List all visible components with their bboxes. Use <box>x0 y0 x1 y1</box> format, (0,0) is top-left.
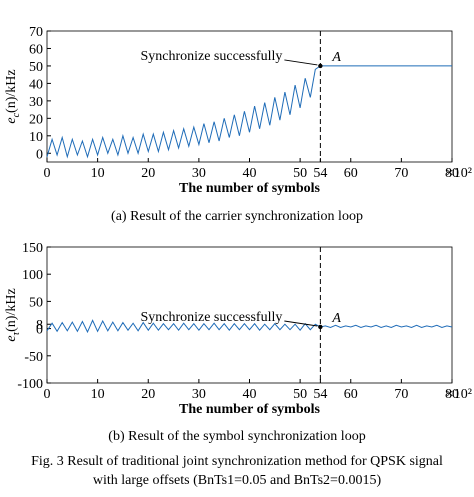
y-tick-label: 8 <box>36 318 43 333</box>
y-tick-label: 40 <box>29 77 43 92</box>
x-tick-label: 80 <box>445 166 459 181</box>
annotation-arrow <box>284 320 318 327</box>
y-tick-label: -50 <box>24 350 43 365</box>
y-tick-label: 0 <box>36 323 43 338</box>
x-tick-label: 60 <box>344 166 358 181</box>
figure-caption: Fig. 3 Result of traditional joint synch… <box>31 454 443 469</box>
y-axis-label: ec(n)/kHz <box>4 69 22 123</box>
point-label: A <box>331 311 341 326</box>
figure-caption: with large offsets (BnTs1=0.05 and BnTs2… <box>93 473 382 488</box>
y-tick-label: 150 <box>22 241 43 256</box>
y-axis-label: eτ(n)/kHz <box>4 288 22 341</box>
x-scale: ×10² <box>446 387 472 402</box>
x-tick-label: 54 <box>313 166 327 181</box>
annotation: Synchronize successfully <box>140 310 282 325</box>
y-label-main: e <box>4 335 19 341</box>
y-label-rest: (n)/kHz <box>4 288 19 332</box>
x-tick-label: 80 <box>445 387 459 402</box>
annotation: Synchronize successfully <box>140 49 282 64</box>
y-label-rest: (n)/kHz <box>4 69 19 113</box>
x-tick-label: 0 <box>44 166 51 181</box>
x-tick-label: 10 <box>91 387 105 402</box>
y-tick-label: 50 <box>29 295 43 310</box>
y-tick-label: 30 <box>29 95 43 110</box>
y-label-sub: c <box>11 112 22 117</box>
sync-point <box>318 324 323 330</box>
x-tick-label: 40 <box>243 166 257 181</box>
x-tick-label: 10 <box>91 166 105 181</box>
signal-line <box>46 65 452 159</box>
point-label: A <box>331 50 341 65</box>
x-tick-label: 50 <box>293 387 307 402</box>
x-tick-label: 0 <box>44 387 51 402</box>
annotation-arrow <box>284 59 318 66</box>
x-tick-label: 60 <box>344 387 358 402</box>
x-tick-label: 50 <box>293 166 307 181</box>
x-axis-label: The number of symbols <box>179 181 320 196</box>
sync-point <box>318 63 323 69</box>
y-tick-label: 0 <box>36 147 43 162</box>
y-label-sub: τ <box>11 331 22 335</box>
x-axis-label: The number of symbols <box>179 402 320 417</box>
y-label-main: e <box>4 117 19 123</box>
x-tick-label: 20 <box>141 387 155 402</box>
y-tick-label: -100 <box>17 377 43 392</box>
y-tick-label: 100 <box>22 268 43 283</box>
y-tick-label: 70 <box>29 25 43 40</box>
x-scale: ×10² <box>446 166 472 181</box>
y-tick-label: 50 <box>29 60 43 75</box>
x-tick-label: 70 <box>394 166 408 181</box>
chart-caption: (b) Result of the symbol synchronization… <box>108 429 365 444</box>
x-tick-label: 70 <box>394 387 408 402</box>
y-tick-label: 10 <box>29 130 43 145</box>
y-tick-label: 20 <box>29 112 43 127</box>
signal-line <box>46 319 453 334</box>
x-tick-label: 30 <box>192 387 206 402</box>
chart: 0 10 20 30 40 50 60 70 0 10 20 30 40 50 54 60 70 80×10² Th… <box>4 25 472 224</box>
x-tick-label: 54 <box>313 387 327 402</box>
x-tick-label: 20 <box>141 166 155 181</box>
y-tick-label: 60 <box>29 42 43 57</box>
x-tick-label: 40 <box>243 387 257 402</box>
chart-caption: (a) Result of the carrier synchronizatio… <box>111 209 363 224</box>
x-tick-label: 30 <box>192 166 206 181</box>
